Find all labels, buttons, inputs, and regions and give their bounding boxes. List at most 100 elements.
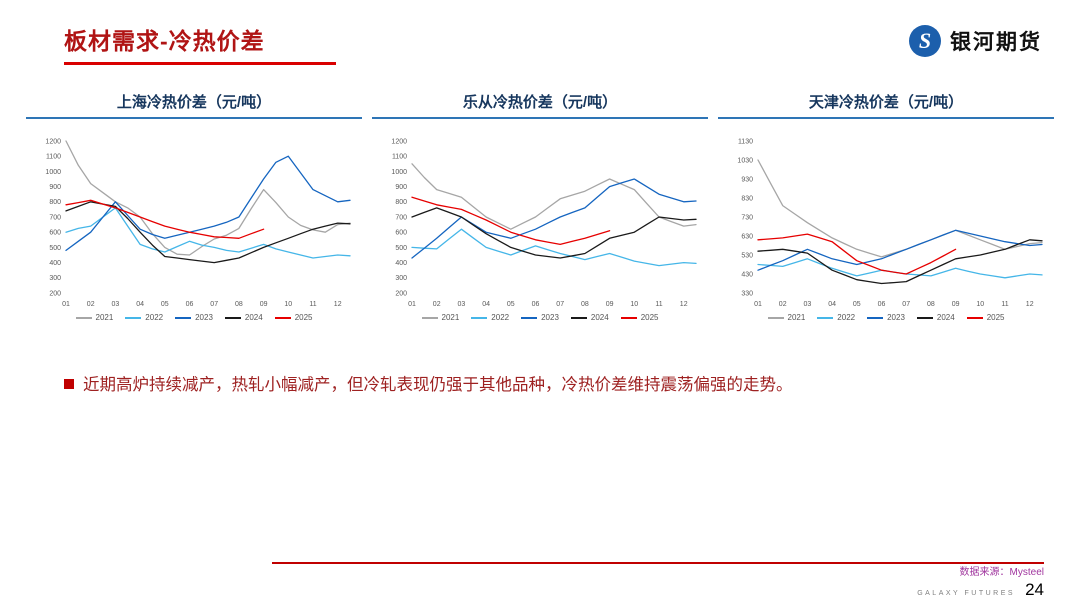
svg-text:500: 500 — [395, 245, 407, 252]
svg-text:06: 06 — [186, 301, 194, 308]
footer-brand-row: GALAXY FUTURES 24 — [917, 580, 1044, 600]
legend-label: 2023 — [887, 313, 905, 322]
legend-line-swatch — [175, 316, 192, 319]
svg-text:930: 930 — [741, 176, 753, 183]
legend-line-swatch — [570, 316, 587, 319]
chart-title: 天津冷热价差（元/吨） — [808, 94, 964, 111]
svg-text:07: 07 — [556, 301, 564, 308]
chart-canvas: 330 430 530 630 730 830 930 1030 1130 01 02 03 04 05 0… — [737, 138, 1043, 308]
legend-label: 2023 — [195, 313, 213, 322]
svg-text:08: 08 — [581, 301, 589, 308]
svg-text:07: 07 — [210, 301, 218, 308]
chart-title-underline — [718, 117, 1054, 119]
legend-line-swatch — [471, 316, 488, 319]
svg-text:09: 09 — [260, 301, 268, 308]
svg-text:08: 08 — [235, 301, 243, 308]
svg-text:04: 04 — [482, 301, 490, 308]
svg-text:800: 800 — [49, 199, 61, 206]
svg-text:730: 730 — [741, 214, 753, 221]
svg-text:02: 02 — [433, 301, 441, 308]
svg-text:10: 10 — [630, 301, 638, 308]
bullet-row: 近期高炉持续减产，热轧小幅减产，但冷轧表现仍强于其他品种，冷热价差维持震荡偏强的… — [64, 374, 1016, 396]
svg-text:05: 05 — [161, 301, 169, 308]
svg-text:600: 600 — [49, 230, 61, 237]
svg-text:09: 09 — [952, 301, 960, 308]
series-line-2022 — [411, 228, 697, 267]
svg-text:300: 300 — [395, 275, 407, 282]
legend-line-swatch — [125, 316, 142, 319]
legend-label: 2024 — [936, 313, 955, 322]
series-line-2021 — [65, 140, 351, 256]
legend-line-swatch — [767, 316, 784, 319]
brand-logo: S 银河期货 — [908, 24, 1042, 58]
svg-text:900: 900 — [395, 184, 407, 191]
svg-text:800: 800 — [395, 199, 407, 206]
data-source: 数据来源：Mysteel — [959, 567, 1044, 578]
legend-line-swatch — [867, 316, 884, 319]
series-line-2021 — [411, 163, 697, 230]
legend-item-2023: 2023 — [867, 313, 905, 322]
chart-legend: 2021 2022 2023 2024 2025 — [372, 313, 708, 322]
legend-label: 2021 — [95, 313, 114, 322]
svg-text:1130: 1130 — [738, 138, 753, 145]
legend-line-swatch — [521, 316, 538, 319]
legend-label: 2024 — [244, 313, 263, 322]
legend-item-2024: 2024 — [916, 313, 955, 322]
svg-text:10: 10 — [976, 301, 984, 308]
legend-line-swatch — [421, 316, 438, 319]
svg-text:400: 400 — [395, 260, 407, 267]
svg-text:1000: 1000 — [45, 169, 61, 176]
svg-text:04: 04 — [828, 301, 836, 308]
legend-item-2025: 2025 — [620, 313, 659, 322]
legend-item-2021: 2021 — [421, 313, 459, 322]
svg-text:03: 03 — [112, 301, 120, 308]
svg-text:07: 07 — [902, 301, 910, 308]
svg-text:600: 600 — [395, 230, 407, 237]
legend-item-2025: 2025 — [966, 313, 1005, 322]
svg-text:03: 03 — [458, 301, 466, 308]
legend-item-2022: 2022 — [471, 313, 509, 322]
legend-label: 2022 — [145, 313, 164, 322]
svg-text:05: 05 — [507, 301, 515, 308]
svg-text:10: 10 — [284, 301, 292, 308]
legend-item-2024: 2024 — [570, 313, 609, 322]
legend-label: 2022 — [837, 313, 856, 322]
svg-text:500: 500 — [49, 245, 61, 252]
svg-text:630: 630 — [741, 233, 753, 240]
svg-text:09: 09 — [606, 301, 614, 308]
legend-label: 2025 — [986, 313, 1005, 322]
legend-item-2021: 2021 — [767, 313, 805, 322]
legend-label: 2024 — [590, 313, 609, 322]
series-line-2024 — [757, 239, 1043, 285]
svg-text:02: 02 — [87, 301, 95, 308]
svg-text:330: 330 — [741, 290, 753, 297]
chart-panel-1: 上海冷热价差（元/吨） 200 300 400 500 600 700 800 900 1000 1… — [26, 91, 362, 322]
chart-title-underline — [372, 117, 708, 119]
svg-text:01: 01 — [408, 301, 416, 308]
chart-title: 乐从冷热价差（元/吨） — [462, 94, 618, 111]
svg-text:05: 05 — [853, 301, 861, 308]
chart-canvas: 200 300 400 500 600 700 800 900 1000 1100 1200 01 02… — [391, 138, 697, 308]
svg-text:S: S — [919, 28, 931, 53]
svg-text:02: 02 — [779, 301, 787, 308]
series-line-2025 — [757, 233, 957, 275]
title-underline — [64, 62, 336, 65]
svg-text:530: 530 — [741, 252, 753, 259]
series-line-2021 — [757, 159, 1043, 258]
title-block: 板材需求-冷热价差 — [64, 22, 336, 65]
bullet-square-icon — [64, 379, 74, 389]
legend-line-swatch — [224, 316, 241, 319]
svg-text:1100: 1100 — [46, 154, 61, 161]
charts-row: 上海冷热价差（元/吨） 200 300 400 500 600 700 800 900 1000 1… — [0, 91, 1080, 322]
series-line-2024 — [65, 201, 351, 264]
svg-text:11: 11 — [655, 301, 662, 308]
series-line-2023 — [757, 229, 1043, 271]
bullet-text: 近期高炉持续减产，热轧小幅减产，但冷轧表现仍强于其他品种，冷热价差维持震荡偏强的… — [83, 376, 793, 394]
svg-text:1200: 1200 — [45, 138, 61, 145]
legend-line-swatch — [916, 316, 933, 319]
svg-text:03: 03 — [804, 301, 812, 308]
page-number: 24 — [1025, 580, 1044, 599]
series-line-2023 — [411, 178, 697, 259]
legend-label: 2025 — [640, 313, 659, 322]
